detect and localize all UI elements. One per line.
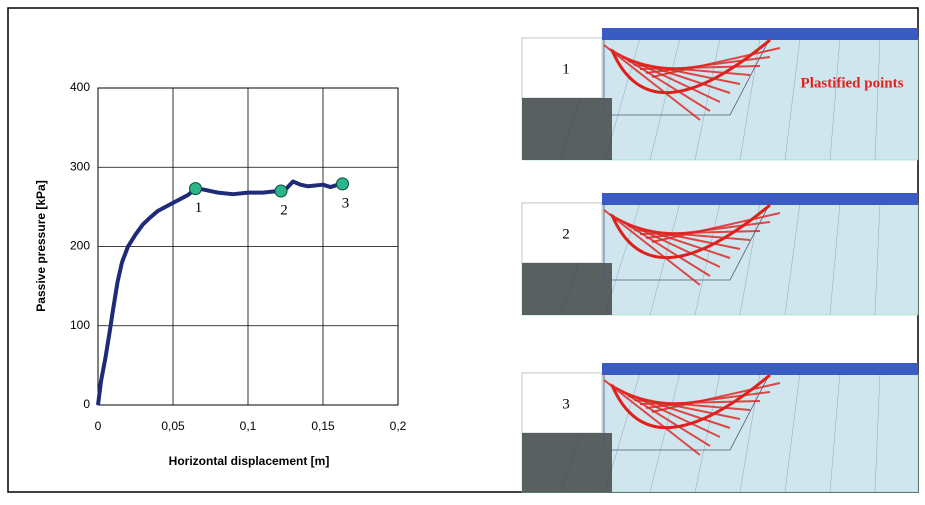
wall-box — [521, 372, 603, 434]
y-tick-label: 300 — [70, 159, 90, 173]
excavation-soil — [522, 263, 612, 315]
mesh-line — [829, 37, 841, 161]
plastic-band — [627, 60, 741, 85]
surface-load — [602, 28, 918, 40]
mesh-line — [784, 372, 801, 493]
y-tick-label: 0 — [83, 397, 90, 411]
x-tick-label: 0,15 — [311, 419, 335, 433]
mesh-line — [874, 202, 881, 316]
x-tick-label: 0,1 — [240, 419, 257, 433]
fe-panel: 2 — [521, 193, 919, 316]
panel-note: Plastified points — [801, 75, 904, 91]
plastic-arc — [610, 373, 771, 430]
plastic-band — [633, 399, 751, 411]
mesh-line — [694, 202, 721, 316]
highlight-point — [336, 177, 349, 191]
plastic-band — [639, 65, 761, 70]
plastic-band — [603, 44, 701, 121]
fe-panel: 1 — [521, 28, 919, 161]
mesh-line — [649, 37, 681, 161]
plastic-band — [603, 209, 701, 286]
plastic-band — [651, 382, 781, 413]
mesh-line — [874, 372, 881, 493]
y-tick-label: 200 — [70, 239, 90, 253]
plot-frame — [97, 87, 399, 406]
plastic-band — [639, 400, 761, 405]
highlight-point — [274, 184, 288, 198]
wall-box — [521, 37, 603, 99]
plastic-arc — [610, 203, 771, 260]
highlight-point — [189, 182, 202, 196]
plastic-band — [651, 212, 781, 243]
excavation-soil — [522, 98, 612, 160]
plastic-band — [603, 379, 701, 456]
plastic-band — [639, 230, 761, 235]
slip-surface — [603, 202, 771, 281]
plastic-band — [633, 64, 751, 76]
y-axis-title: Passive pressure [kPa] — [34, 180, 48, 311]
x-tick-label: 0,05 — [161, 419, 185, 433]
wall-box — [521, 202, 603, 264]
plastic-band — [651, 47, 781, 78]
x-tick-label: 0 — [95, 419, 102, 433]
panel-label: 3 — [562, 396, 570, 412]
slip-surface — [603, 37, 771, 116]
excavation-soil — [522, 433, 612, 492]
plastic-band — [633, 229, 751, 241]
plastic-band — [627, 395, 741, 420]
surface-load — [602, 363, 918, 375]
mesh-line — [829, 372, 841, 493]
mesh-line — [694, 372, 721, 493]
panel-label: 1 — [562, 61, 570, 77]
y-tick-label: 400 — [70, 80, 90, 94]
mesh-line — [739, 202, 761, 316]
slip-surface — [603, 372, 771, 451]
x-axis-title: Horizontal displacement [m] — [169, 454, 330, 468]
panel-label: 2 — [562, 226, 570, 242]
plastic-arc — [610, 38, 771, 95]
point-label: 2 — [280, 202, 288, 218]
x-tick-label: 0,2 — [390, 419, 407, 433]
mesh-line — [784, 202, 801, 316]
point-label: 3 — [342, 195, 350, 211]
mesh-line — [649, 372, 681, 493]
mesh-line — [784, 37, 801, 161]
y-tick-label: 100 — [70, 318, 90, 332]
fe-panel: 3 — [521, 363, 919, 493]
surface-load — [602, 193, 918, 205]
mesh-line — [874, 37, 881, 161]
mesh-line — [829, 202, 841, 316]
mesh-line — [694, 37, 721, 161]
point-label: 1 — [195, 200, 203, 216]
plastic-band — [627, 225, 741, 250]
